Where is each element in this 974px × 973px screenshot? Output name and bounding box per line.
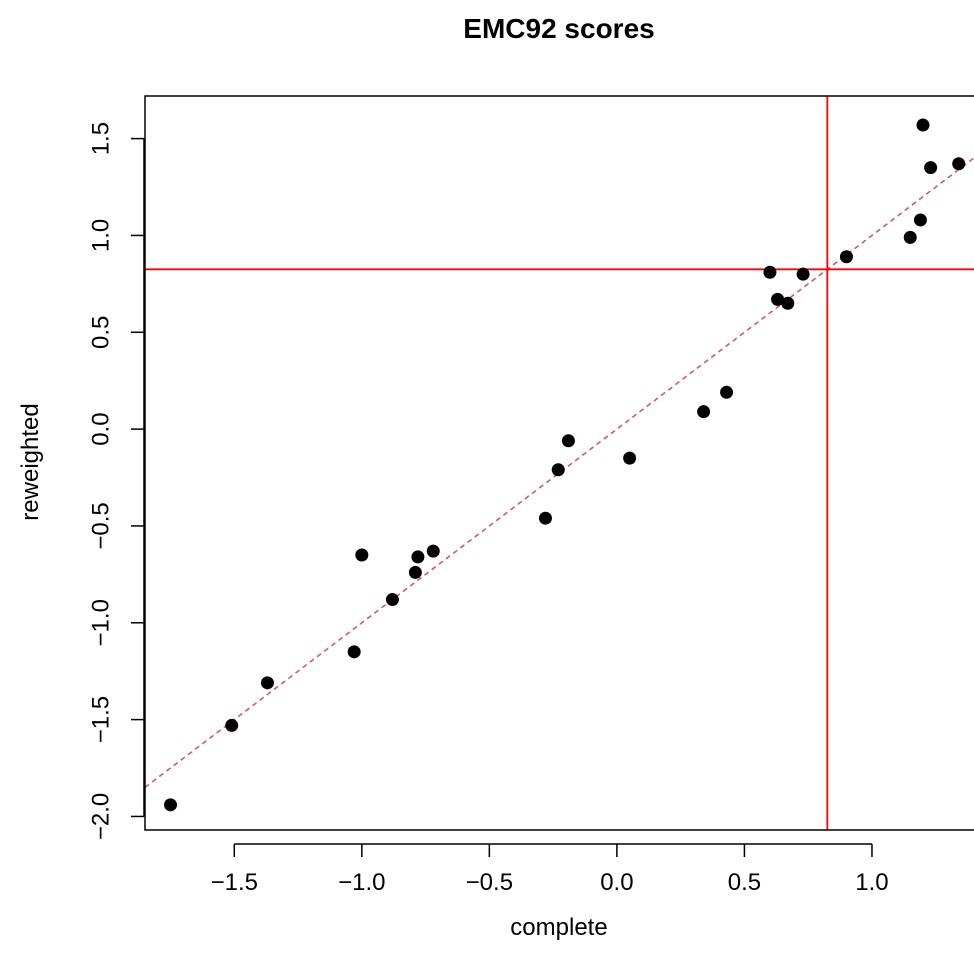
x-tick-label: 0.0 (600, 869, 633, 896)
x-tick-label: 0.5 (728, 869, 761, 896)
data-point (347, 645, 361, 659)
data-point (623, 451, 637, 465)
x-axis: −1.5 −1.0 −0.5 0.0 0.5 1.0 (211, 843, 889, 896)
data-point (260, 676, 274, 690)
x-tick-label: −0.5 (466, 869, 513, 896)
data-point (355, 548, 369, 562)
data-point (924, 161, 938, 175)
chart-title: EMC92 scores (463, 13, 654, 44)
data-point (697, 405, 711, 419)
x-tick-label: −1.5 (211, 869, 258, 896)
data-point (781, 296, 795, 310)
plot-area (145, 96, 974, 830)
data-point (561, 434, 575, 448)
data-point (385, 593, 399, 607)
y-tick-label: 0.0 (87, 412, 114, 445)
data-point (916, 118, 930, 132)
y-axis: −2.0 −1.5 −1.0 −0.5 0.0 0.5 1.0 1.5 (87, 122, 145, 840)
data-point (720, 385, 734, 399)
y-tick-label: −0.5 (87, 502, 114, 549)
data-point (164, 798, 178, 812)
y-tick-label: −1.0 (87, 599, 114, 646)
data-point (538, 511, 552, 525)
data-point (426, 544, 440, 558)
y-tick-label: −2.0 (87, 793, 114, 840)
plot-frame (144, 95, 974, 831)
data-point (839, 250, 853, 264)
data-point (408, 565, 422, 579)
data-point (903, 230, 917, 244)
data-point (225, 718, 239, 732)
y-axis-label: reweighted (17, 403, 44, 520)
data-point (411, 550, 425, 564)
data-point (952, 157, 966, 171)
y-tick-label: 0.5 (87, 316, 114, 349)
data-point (763, 265, 777, 279)
y-tick-label: 1.5 (87, 122, 114, 155)
identity-line (145, 157, 974, 789)
y-tick-label: 1.0 (87, 219, 114, 252)
x-axis-label: complete (510, 914, 607, 941)
data-point (796, 267, 810, 281)
data-point (913, 213, 927, 227)
data-point (771, 292, 785, 306)
y-tick-label: −1.5 (87, 696, 114, 743)
x-tick-label: −1.0 (338, 869, 385, 896)
data-point (551, 463, 565, 477)
x-tick-label: 1.0 (855, 869, 888, 896)
